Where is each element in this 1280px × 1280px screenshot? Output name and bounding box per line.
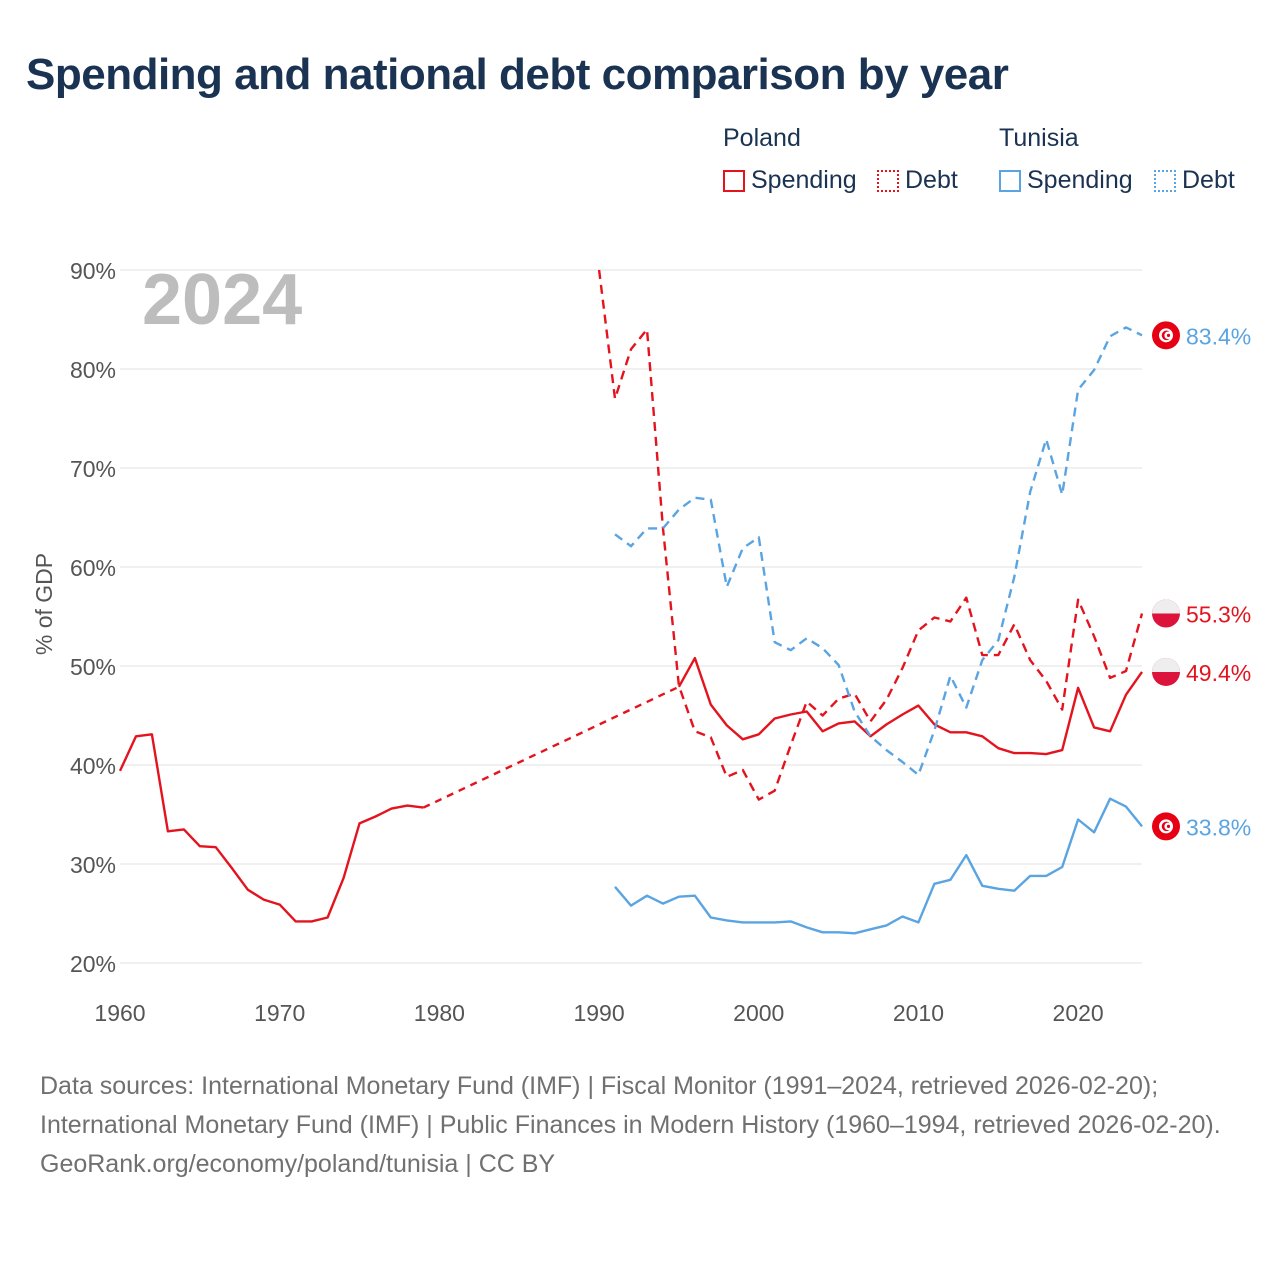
end-label-tunisia: 33.8% <box>1152 812 1251 841</box>
y-tick-label: 90% <box>70 258 116 284</box>
end-label-tunisia: 83.4% <box>1152 321 1251 350</box>
legend-item-label: Debt <box>905 166 958 194</box>
legend-item-poland-spending[interactable]: Spending <box>723 166 857 195</box>
end-value-label: 83.4% <box>1186 323 1251 349</box>
x-tick-label: 2010 <box>893 1000 944 1026</box>
poland-spending-line-recent <box>677 656 1143 756</box>
end-value-label: 33.8% <box>1186 814 1251 840</box>
y-tick-label: 70% <box>70 456 116 482</box>
x-tick-label: 2000 <box>733 1000 784 1026</box>
chart-title: Spending and national debt comparison by… <box>26 50 1009 99</box>
footer: Data sources: International Monetary Fun… <box>40 1067 1250 1184</box>
legend-item-tunisia-spending[interactable]: Spending <box>999 166 1133 195</box>
tunisia-flag-icon <box>1152 812 1180 841</box>
x-tick-label: 1980 <box>414 1000 465 1026</box>
y-tick-label: 50% <box>70 654 116 680</box>
legend-item-label: Spending <box>751 166 857 194</box>
grid: 20% 30% 40% 50% 60% 70% 80% 90% 1960 1970 1980 1990… <box>70 258 1142 1026</box>
line-chart: 20% 30% 40% 50% 60% 70% 80% 90% 1960 1970 1980 1990… <box>31 258 1251 1026</box>
end-value-label: 55.3% <box>1186 602 1251 628</box>
y-tick-label: 60% <box>70 555 116 581</box>
x-tick-label: 1990 <box>573 1000 624 1026</box>
end-label-poland: 49.4% <box>1152 657 1251 686</box>
tunisia-flag-icon <box>1152 321 1180 350</box>
credit-link[interactable]: GeoRank.org/economy/poland/tunisia | CC … <box>40 1150 556 1178</box>
legend-item-tunisia-debt[interactable]: Debt <box>1154 166 1235 195</box>
legend-item-label: Spending <box>1027 166 1133 194</box>
tunisia-spending-line <box>614 797 1143 935</box>
year-watermark: 2024 <box>142 260 302 340</box>
x-tick-label: 2020 <box>1053 1000 1104 1026</box>
end-labels: 83.4% 55.3% 49.4% 33.8% <box>1152 321 1251 841</box>
x-tick-label: 1970 <box>254 1000 305 1026</box>
solid-line-swatch-icon <box>999 169 1021 192</box>
y-tick-label: 30% <box>70 852 116 878</box>
y-tick-label: 40% <box>70 753 116 779</box>
solid-line-swatch-icon <box>723 169 745 192</box>
legend-item-poland-debt[interactable]: Debt <box>877 166 958 195</box>
y-axis-label: % of GDP <box>31 553 57 655</box>
dotted-line-swatch-icon <box>877 169 899 192</box>
dotted-line-swatch-icon <box>1154 169 1176 192</box>
poland-flag-icon <box>1152 599 1181 628</box>
poland-flag-icon <box>1152 657 1181 686</box>
series <box>118 269 1144 935</box>
poland-spending-line-gap <box>422 685 680 809</box>
y-tick-label: 20% <box>70 951 116 977</box>
data-sources-note: Data sources: International Monetary Fun… <box>40 1072 1221 1139</box>
y-tick-label: 80% <box>70 357 116 383</box>
poland-debt-line <box>597 269 1144 801</box>
x-tick-label: 1960 <box>94 1000 145 1026</box>
end-value-label: 49.4% <box>1186 660 1251 686</box>
end-label-poland: 55.3% <box>1152 599 1251 628</box>
legend-item-label: Debt <box>1182 166 1235 194</box>
tunisia-debt-line <box>614 326 1143 777</box>
poland-spending-line <box>118 733 424 923</box>
